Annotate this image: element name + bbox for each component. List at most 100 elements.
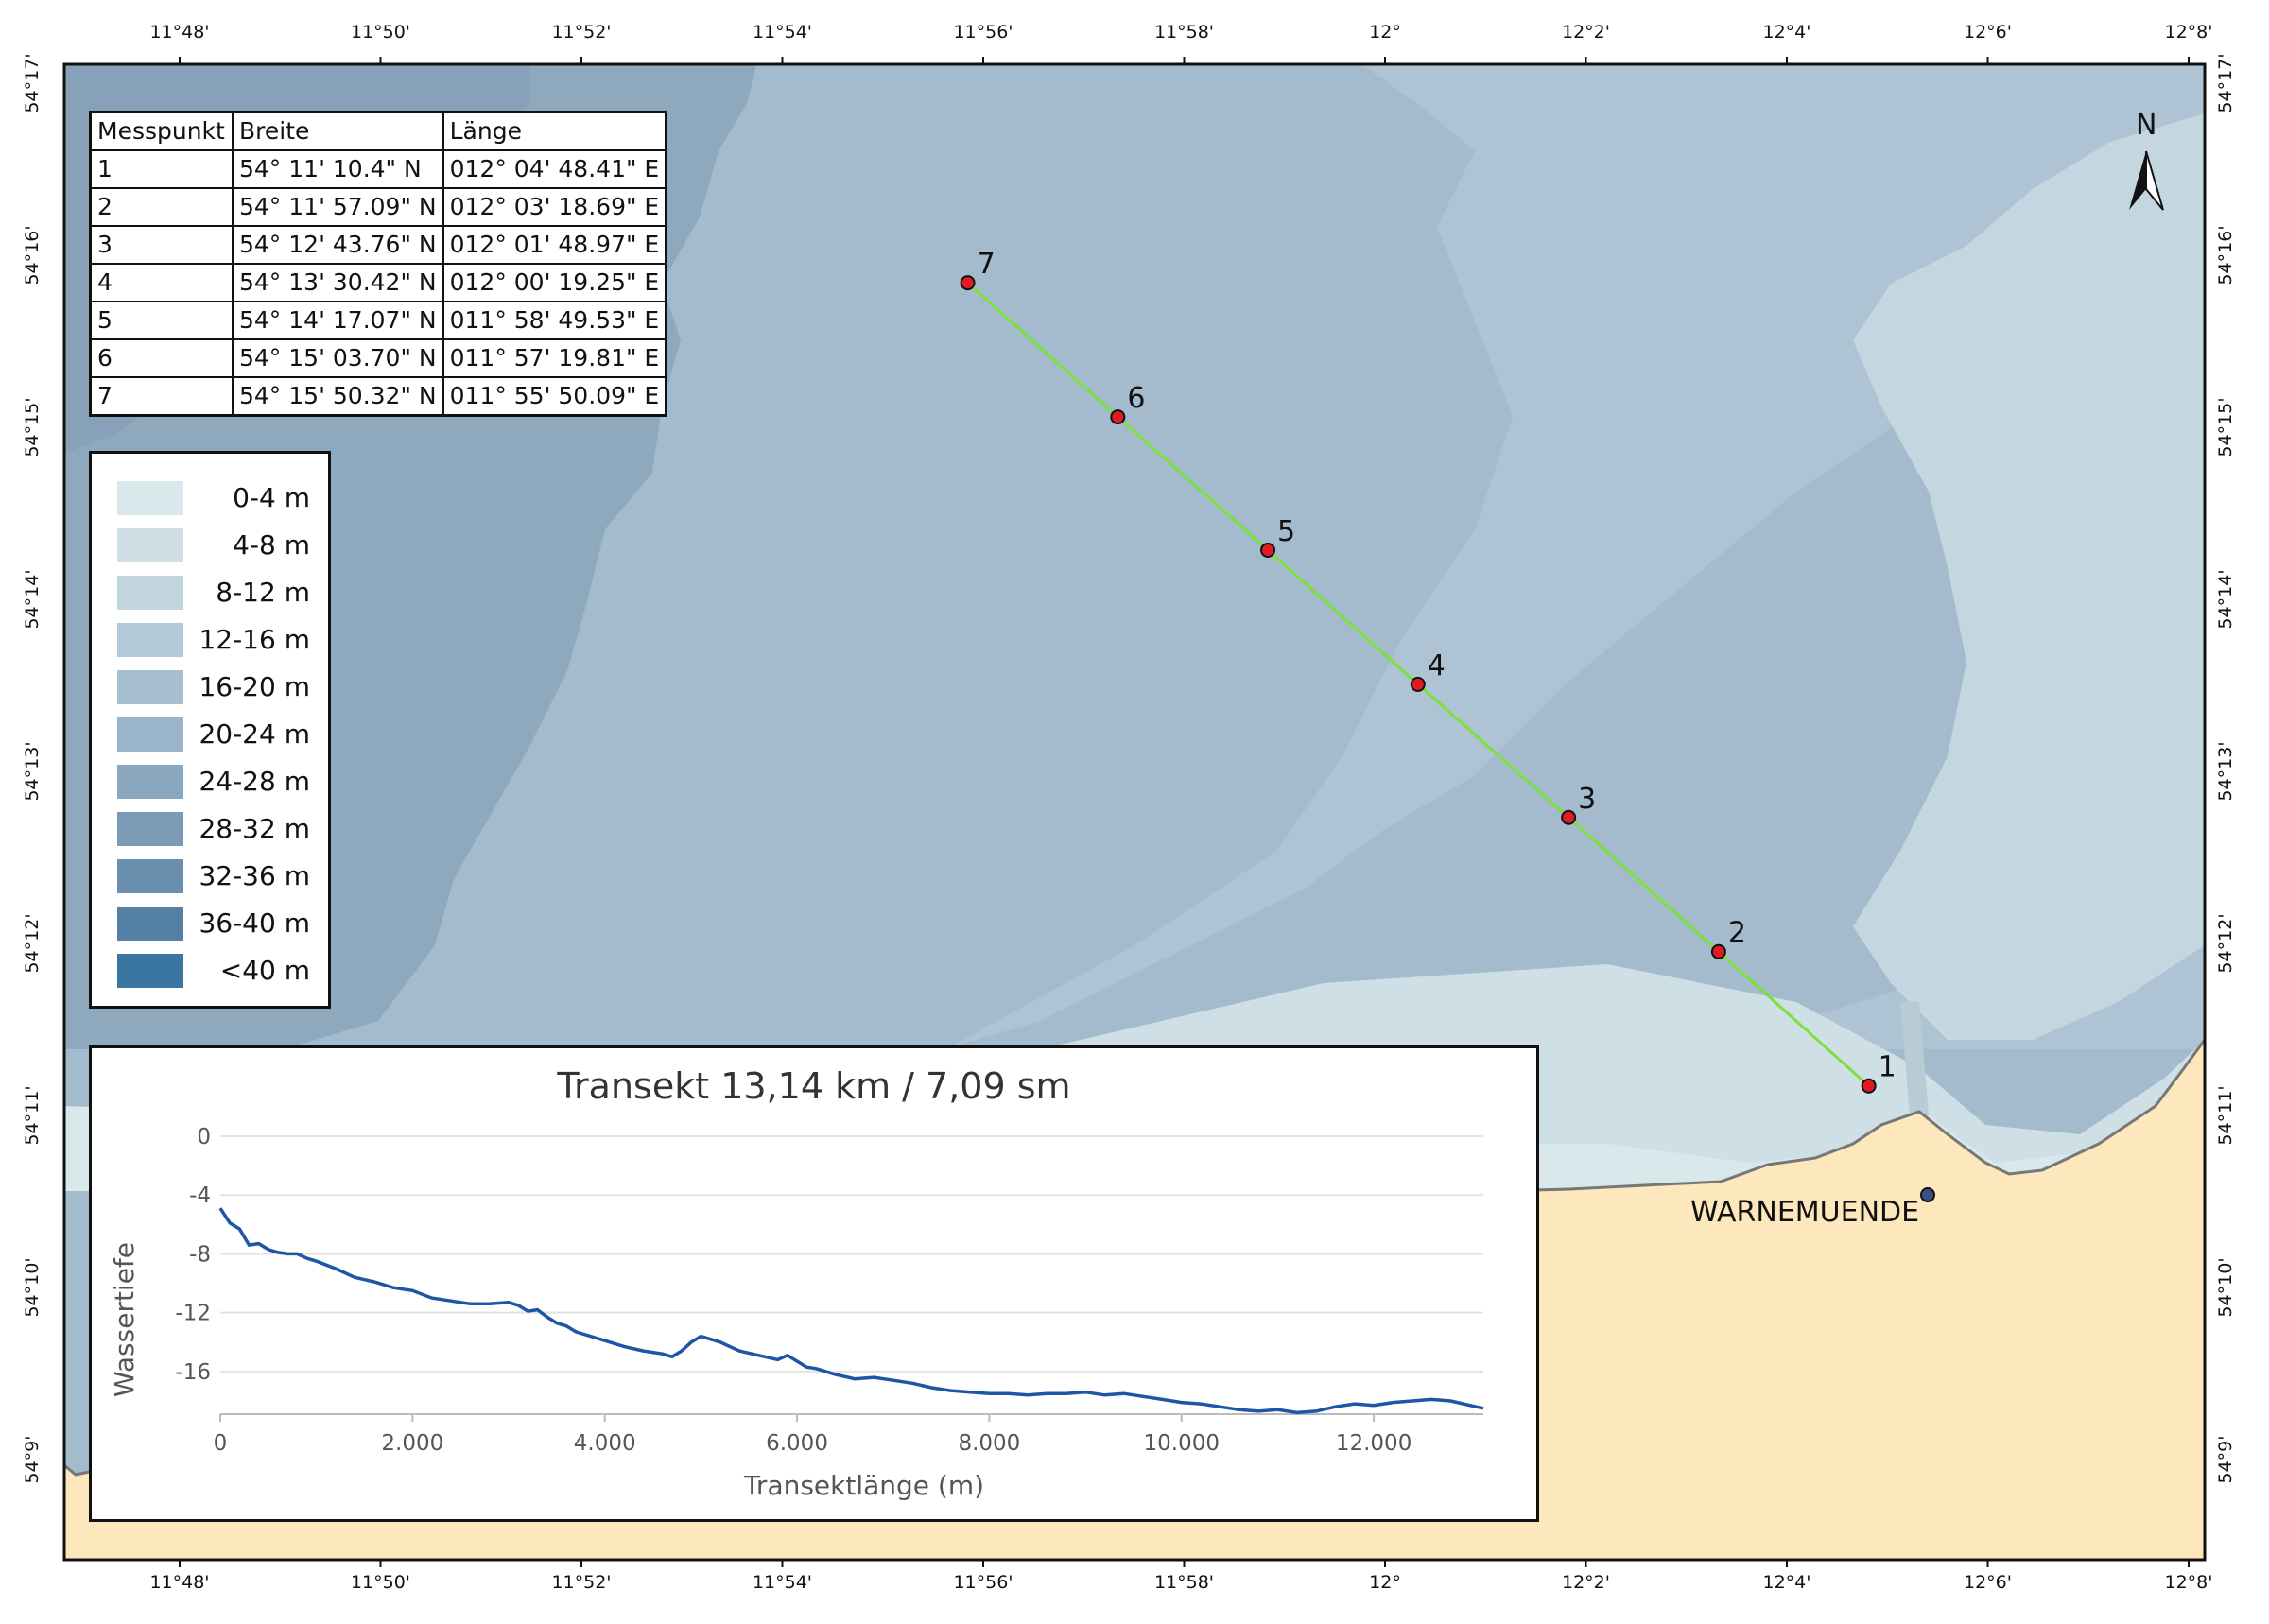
header-laenge: Länge: [442, 111, 667, 151]
legend-swatch: [117, 623, 183, 657]
transect-title: Transekt 13,14 km / 7,09 sm: [557, 1065, 1071, 1107]
legend-swatch: [117, 481, 183, 515]
profile-x-tick-label: 12.000: [1336, 1431, 1412, 1456]
legend-label: <40 m: [219, 955, 310, 986]
measurement-point-3[interactable]: [1561, 809, 1577, 825]
measurement-point-label: 1: [1879, 1051, 1897, 1084]
lat-tick-label-right: 54°13': [2215, 741, 2236, 801]
lat-tick-label-left: 54°15': [22, 397, 43, 457]
lat-tick-label-right: 54°10': [2215, 1257, 2236, 1317]
depth-legend: 0-4 m 4-8 m 8-12 m 12-16 m 16-20 m 20-24 m 24-…: [89, 451, 331, 1009]
lon-tick-label-top: 12°2': [1562, 22, 1610, 43]
depth-profile-line: [218, 1207, 1484, 1415]
cell-lon: 011° 58' 49.53" E: [442, 301, 667, 340]
measurement-point-label: 3: [1578, 783, 1596, 816]
warnemuende-marker[interactable]: [1920, 1187, 1935, 1202]
legend-label: 32-36 m: [199, 860, 310, 891]
legend-swatch: [117, 812, 183, 846]
lat-tick-label-left: 54°16': [22, 225, 43, 285]
profile-x-tick-label: 8.000: [958, 1431, 1020, 1456]
cell-lon: 012° 04' 48.41" E: [442, 149, 667, 189]
legend-item: 24-28 m: [117, 765, 325, 799]
lon-tick-label-top: 12°: [1369, 22, 1401, 43]
legend-swatch: [117, 717, 183, 752]
legend-label: 8-12 m: [216, 577, 310, 608]
table-row: 6 54° 15' 03.70" N 011° 57' 19.81" E: [89, 338, 667, 378]
profile-x-tick-label: 10.000: [1144, 1431, 1220, 1456]
measurement-point-6[interactable]: [1110, 409, 1126, 425]
lon-tick-label-top: 11°58': [1154, 22, 1214, 43]
measurement-point-2[interactable]: [1710, 943, 1726, 959]
header-breite: Breite: [232, 111, 444, 151]
legend-item: 8-12 m: [117, 576, 325, 610]
lat-tick-label-right: 54°14': [2215, 569, 2236, 629]
legend-item: 4-8 m: [117, 528, 325, 562]
table-row: 3 54° 12' 43.76" N 012° 01' 48.97" E: [89, 225, 667, 265]
lon-tick-label-bottom: 12°2': [1562, 1572, 1610, 1593]
cell-lon: 011° 55' 50.09" E: [442, 376, 667, 417]
cell-lat: 54° 15' 50.32" N: [232, 376, 444, 417]
measurement-point-5[interactable]: [1260, 542, 1276, 558]
lon-tick-label-top: 12°6': [1964, 22, 2012, 43]
lat-tick-label-left: 54°13': [22, 741, 43, 801]
measurement-point-label: 5: [1277, 515, 1295, 548]
cell-id: 5: [89, 301, 234, 340]
transect-layer: 1 2 3 4 5 6 7: [960, 248, 1897, 1094]
lon-tick-label-bottom: 12°8': [2165, 1572, 2213, 1593]
lat-tick-label-right: 54°17': [2215, 53, 2236, 112]
lat-tick-label-right: 54°16': [2215, 225, 2236, 285]
measurement-point-label: 6: [1127, 382, 1145, 415]
table-row: 7 54° 15' 50.32" N 011° 55' 50.09" E: [89, 376, 667, 417]
cell-id: 4: [89, 263, 234, 302]
coordinate-table: Messpunkt Breite Länge 1 54° 11' 10.4" N…: [89, 111, 668, 417]
lon-tick-label-bottom: 12°: [1369, 1572, 1401, 1593]
lat-tick-label-left: 54°9': [22, 1436, 43, 1484]
graticule-ticks: 11°48' 11°48' 11°50' 11°50' 11°52' 11°52' 11°5…: [22, 22, 2236, 1593]
legend-swatch: [117, 954, 183, 988]
legend-label: 20-24 m: [199, 718, 310, 750]
profile-x-tick-label: 2.000: [381, 1431, 443, 1456]
profile-y-tick-label: 0: [197, 1125, 211, 1149]
cell-lat: 54° 12' 43.76" N: [232, 225, 444, 265]
lon-tick-label-bottom: 11°48': [149, 1572, 209, 1593]
transect-profile-panel: Transekt 13,14 km / 7,09 sm 0 -4 -8 -12 -16 …: [89, 1045, 1539, 1522]
lon-tick-label-bottom: 12°4': [1763, 1572, 1811, 1593]
profile-y-axis-title: Wassertiefe: [109, 1242, 140, 1397]
legend-label: 28-32 m: [199, 813, 310, 844]
legend-swatch: [117, 859, 183, 893]
profile-y-tick-label: -16: [175, 1360, 211, 1385]
warnemuende-label: WARNEMUENDE: [1690, 1196, 1919, 1229]
legend-swatch: [117, 528, 183, 562]
cell-lat: 54° 15' 03.70" N: [232, 338, 444, 378]
cell-id: 6: [89, 338, 234, 378]
legend-item: 16-20 m: [117, 670, 325, 704]
lon-tick-label-top: 12°8': [2165, 22, 2213, 43]
measurement-point-7[interactable]: [960, 275, 976, 291]
lat-tick-label-left: 54°12': [22, 913, 43, 973]
legend-swatch: [117, 765, 183, 799]
legend-label: 4-8 m: [233, 529, 310, 561]
profile-y-tick-label: -4: [189, 1183, 211, 1208]
legend-label: 24-28 m: [199, 766, 310, 797]
lat-tick-label-left: 54°14': [22, 569, 43, 629]
legend-swatch: [117, 576, 183, 610]
legend-item: <40 m: [117, 954, 325, 988]
lat-tick-label-left: 54°17': [22, 53, 43, 112]
lon-tick-label-bottom: 11°54': [753, 1572, 812, 1593]
lat-tick-label-right: 54°11': [2215, 1085, 2236, 1145]
lon-tick-label-top: 11°50': [351, 22, 410, 43]
profile-gridlines: [220, 1135, 1483, 1373]
legend-label: 0-4 m: [233, 482, 310, 513]
measurement-point-1[interactable]: [1861, 1078, 1877, 1094]
legend-item: 28-32 m: [117, 812, 325, 846]
legend-item: 36-40 m: [117, 907, 325, 941]
lon-tick-label-top: 11°52': [551, 22, 611, 43]
profile-y-tick-label: -12: [175, 1302, 211, 1326]
measurement-point-4[interactable]: [1410, 676, 1426, 692]
lon-tick-label-bottom: 12°6': [1964, 1572, 2012, 1593]
lat-tick-label-right: 54°9': [2215, 1436, 2236, 1484]
measurement-point-label: 7: [978, 248, 996, 281]
lon-tick-label-bottom: 11°52': [551, 1572, 611, 1593]
cell-lat: 54° 11' 10.4" N: [232, 149, 444, 189]
table-row: 4 54° 13' 30.42" N 012° 00' 19.25" E: [89, 263, 667, 302]
